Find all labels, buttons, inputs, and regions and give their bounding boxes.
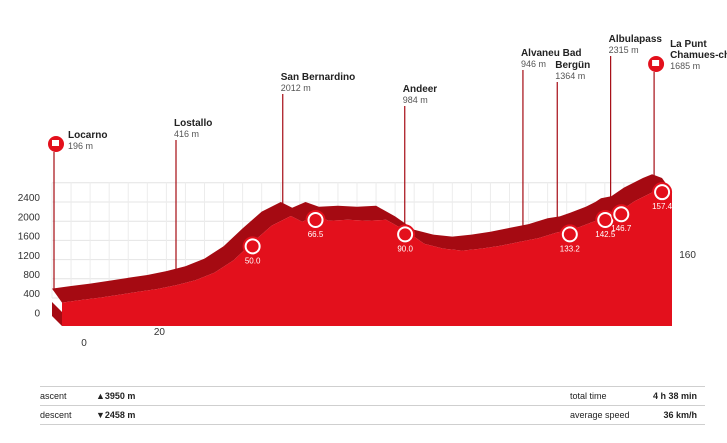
place-name: Lostallo xyxy=(174,118,212,129)
y-tick-label: 800 xyxy=(23,270,40,281)
place-name: Bergün xyxy=(555,60,590,71)
y-tick-label: 0 xyxy=(34,308,40,319)
ascent-label: ascent xyxy=(40,391,67,401)
divider xyxy=(40,424,705,425)
marker-km-label: 146.7 xyxy=(611,224,632,233)
profile-top-face xyxy=(52,174,672,303)
profile-front-face xyxy=(62,188,672,312)
ascent-value: ▲3950 m xyxy=(96,391,136,401)
place-name: San Bernardino xyxy=(281,72,355,83)
fist-icon-glyph xyxy=(246,240,259,253)
total-time-value: 4 h 38 min xyxy=(652,391,697,401)
y-tick-label: 2400 xyxy=(18,193,41,204)
summary-row-ascent: ascent ▲3950 m total time 4 h 38 min xyxy=(40,388,705,404)
marker-km-label: 50.0 xyxy=(245,256,261,265)
place-elevation: 2315 m xyxy=(609,45,639,55)
summary-row-descent: descent ▼2458 m average speed 36 km/h xyxy=(40,407,705,423)
place-elevation: 1685 m xyxy=(670,61,700,71)
y-tick-label: 400 xyxy=(23,289,40,300)
stage-profile-chart: 0400800120016002000240002040608010012014… xyxy=(18,34,727,349)
place-elevation: 984 m xyxy=(403,95,428,105)
bicycle-icon-glyph xyxy=(599,214,612,226)
average-speed-value: 36 km/h xyxy=(663,410,697,420)
average-speed-label: average speed xyxy=(570,410,630,420)
y-tick-label: 2000 xyxy=(18,212,41,223)
x-tick-label: 160 xyxy=(679,250,696,261)
x-tick-label: 0 xyxy=(81,338,87,349)
place-name: Albulapass xyxy=(609,34,663,45)
marker-km-label: 133.2 xyxy=(560,244,581,253)
fist-icon-glyph xyxy=(615,208,628,221)
descent-value: ▼2458 m xyxy=(96,410,136,420)
y-tick-label: 1200 xyxy=(18,251,41,262)
marker-km-label: 142.5 xyxy=(595,230,616,239)
bicycle-icon-glyph xyxy=(563,228,576,241)
place-name: Alvaneu Bad xyxy=(521,48,582,59)
mountain-icon-glyph xyxy=(309,214,322,226)
place-elevation: 2012 m xyxy=(281,83,311,93)
place-name: Andeer xyxy=(403,84,438,95)
place-elevation: 196 m xyxy=(68,141,93,151)
flag-shape xyxy=(52,140,59,146)
y-tick-label: 1600 xyxy=(18,232,41,243)
place-name: Chamues-ch xyxy=(670,50,727,61)
elevation-profile xyxy=(52,174,672,326)
divider xyxy=(40,405,705,406)
place-elevation: 946 m xyxy=(521,59,546,69)
flag-shape xyxy=(652,60,660,66)
descent-label: descent xyxy=(40,410,72,420)
feed-zone-icon-glyph xyxy=(399,228,412,241)
x-tick-label: 20 xyxy=(154,327,166,338)
place-elevation: 416 m xyxy=(174,129,199,139)
marker-km-label: 66.5 xyxy=(308,230,324,239)
marker-km-label: 157.4 xyxy=(652,202,673,211)
place-name: Locarno xyxy=(68,130,107,141)
total-time-label: total time xyxy=(570,391,607,401)
place-name: La Punt xyxy=(670,39,707,50)
mountain-icon-glyph xyxy=(656,186,669,199)
divider xyxy=(40,386,705,387)
profile-base-front xyxy=(62,312,672,326)
place-elevation: 1364 m xyxy=(555,71,585,81)
marker-km-label: 90.0 xyxy=(397,244,413,253)
